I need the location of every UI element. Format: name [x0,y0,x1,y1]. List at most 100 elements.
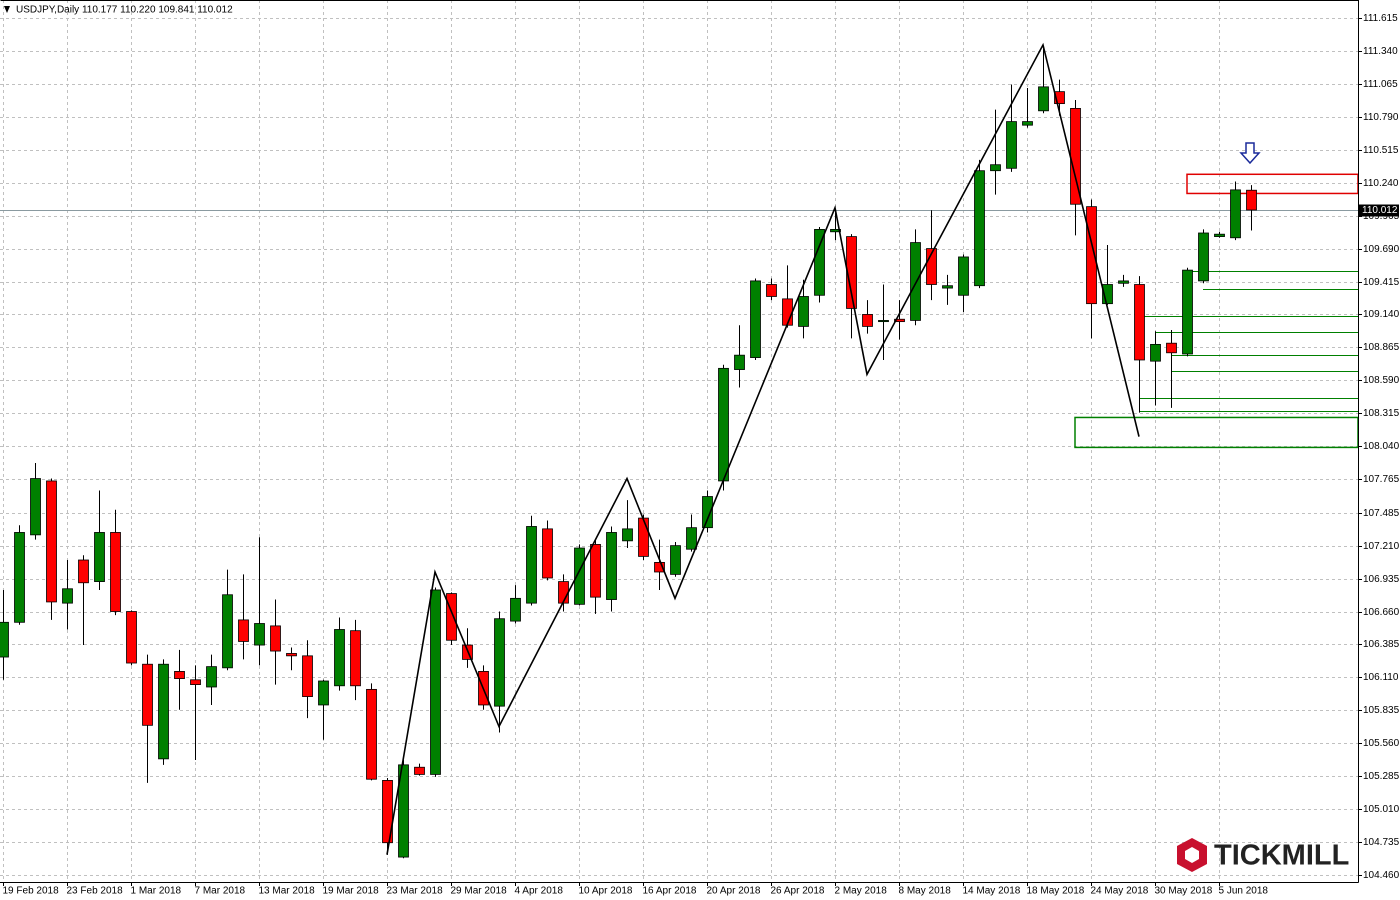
candle-body [542,528,553,579]
x-tick-label: 8 May 2018 [899,886,952,897]
candle-body [894,318,905,323]
candle-body [846,236,857,309]
candle-body [606,532,617,600]
signal-arrow [1239,142,1261,165]
zigzag-line [386,42,1140,855]
candle-body [30,478,41,536]
x-tick-label: 19 Feb 2018 [3,886,60,897]
candle-body [1038,86,1049,112]
y-tick-label: 105.560 [1363,738,1400,749]
candle-body [510,597,521,622]
candle-body [1054,91,1065,105]
candle-body [798,296,809,327]
candle-body [94,532,105,582]
candle-body [286,653,297,657]
y-tick-label: 104.460 [1363,870,1400,881]
y-tick-label: 109.415 [1363,277,1400,288]
candle-body [958,256,969,296]
x-tick-label: 16 Apr 2018 [643,886,697,897]
x-tick-label: 5 Jun 2018 [1219,886,1269,897]
y-tick-label: 105.010 [1363,804,1400,815]
x-tick-label: 7 Mar 2018 [195,886,246,897]
candle-body [382,780,393,844]
candle-body [446,593,457,641]
y-tick-label: 107.485 [1363,508,1400,519]
y-tick-label: 106.660 [1363,607,1400,618]
marks [0,42,1359,859]
x-tick-label: 24 May 2018 [1091,886,1149,897]
candle-body [1166,342,1177,354]
y-tick-label: 106.385 [1363,639,1400,650]
candle-body [750,280,761,358]
x-tick-label: 23 Feb 2018 [67,886,124,897]
x-tick-label: 4 Apr 2018 [515,886,564,897]
candle-body [574,547,585,605]
candle-body [110,532,121,612]
y-tick-label: 108.590 [1363,375,1400,386]
x-tick-label: 1 Mar 2018 [131,886,182,897]
candle-body [782,298,793,326]
y-tick-label: 105.835 [1363,705,1400,716]
x-tick-label: 19 Mar 2018 [323,886,380,897]
x-tick-label: 23 Mar 2018 [387,886,444,897]
candle-body [926,248,937,285]
candle-body [622,528,633,542]
y-tick-label: 106.110 [1363,672,1399,683]
candle-body [878,320,889,323]
x-tick-label: 20 Apr 2018 [707,886,761,897]
y-tick-label: 107.210 [1363,541,1400,552]
candle-body [1006,121,1017,169]
candle-body [990,164,1001,172]
y-tick-label: 107.765 [1363,474,1400,485]
y-tick-label: 108.865 [1363,342,1400,353]
candle-body [78,559,89,584]
candle-body [398,764,409,858]
logo-text: TICKMILL [1214,840,1349,872]
candle-body [1086,206,1097,305]
y-tick-label: 109.690 [1363,244,1400,255]
candle-body [1150,343,1161,362]
candle-body [62,588,73,604]
candle-body [494,618,505,707]
logo-icon-inner [1185,847,1199,863]
y-tick-label: 110.790 [1363,112,1399,123]
candle-body [318,680,329,706]
x-tick-label: 30 May 2018 [1155,886,1213,897]
candle-body [142,663,153,726]
candle-body [14,532,25,623]
title-icon [4,6,10,13]
candle-body [366,688,377,780]
y-tick-label: 109.965 [1363,211,1400,222]
y-tick-label: 111.340 [1363,46,1398,57]
candle-body [414,766,425,775]
candle-body [526,526,537,604]
candle-body [1102,284,1113,305]
y-tick-label: 111.065 [1363,79,1398,90]
candle-body [718,367,729,482]
candle-body [254,623,265,646]
y-tick-label: 111.615 [1363,13,1398,24]
candle-body [158,663,169,760]
x-tick-label: 14 May 2018 [963,886,1021,897]
candle-body [910,242,921,321]
candle-body [654,562,665,573]
candle-body [222,594,233,669]
candle-body [1022,121,1033,126]
candle-body [814,228,825,296]
y-tick-label: 110.515 [1363,145,1399,156]
x-tick-label: 2 May 2018 [835,886,888,897]
candle-body [830,228,841,233]
x-tick-label: 10 Apr 2018 [579,886,633,897]
y-tick-label: 108.040 [1363,441,1400,452]
y-tick-label: 109.140 [1363,309,1400,320]
candle-body [590,544,601,598]
candle-body [942,285,953,289]
x-tick-label: 26 Apr 2018 [771,886,825,897]
candle-body [238,619,249,642]
candle-body [46,480,57,603]
chart-title: USDJPY,Daily 110.177 110.220 109.841 110… [16,5,233,16]
